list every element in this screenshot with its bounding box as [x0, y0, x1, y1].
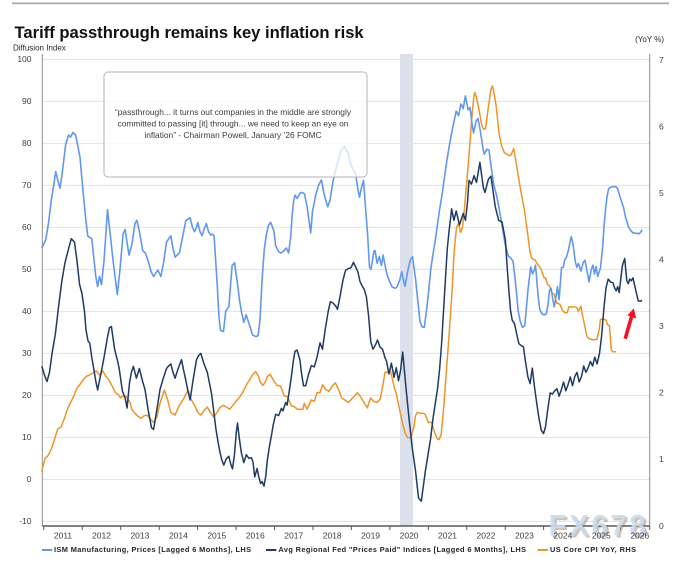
svg-text:50: 50: [22, 264, 32, 274]
svg-text:4: 4: [659, 254, 664, 264]
svg-text:“passthrough... it turns out c: “passthrough... it turns out companies i…: [115, 107, 352, 117]
svg-text:7: 7: [659, 55, 664, 65]
svg-text:Avg Regional Fed "Prices Paid": Avg Regional Fed "Prices Paid" Indices […: [278, 545, 526, 554]
svg-text:6: 6: [659, 121, 664, 131]
svg-text:40: 40: [22, 306, 32, 316]
svg-text:2018: 2018: [323, 531, 342, 541]
svg-text:80: 80: [22, 138, 32, 148]
svg-text:2025: 2025: [592, 531, 611, 541]
svg-text:FX678: FX678: [549, 510, 649, 543]
svg-text:2013: 2013: [130, 531, 149, 541]
svg-text:100: 100: [17, 54, 31, 64]
svg-text:5: 5: [659, 188, 664, 198]
svg-text:2011: 2011: [54, 531, 73, 541]
svg-text:committed to passing [it] thro: committed to passing [it] through... we …: [118, 119, 349, 129]
svg-text:inflation” - Chairman Powell,: inflation” - Chairman Powell, January ’2…: [144, 130, 321, 140]
svg-text:70: 70: [22, 180, 32, 190]
svg-text:ISM Manufacturing, Prices [Lag: ISM Manufacturing, Prices [Lagged 6 Mont…: [54, 545, 251, 554]
svg-text:2020: 2020: [400, 531, 419, 541]
svg-text:2023: 2023: [515, 531, 534, 541]
svg-text:2019: 2019: [361, 531, 380, 541]
svg-text:2014: 2014: [169, 531, 188, 541]
svg-text:3: 3: [659, 321, 664, 331]
svg-text:60: 60: [22, 222, 32, 232]
svg-text:FX678: FX678: [551, 512, 651, 545]
svg-text:Diffusion Index: Diffusion Index: [13, 44, 66, 53]
svg-text:2017: 2017: [284, 531, 303, 541]
svg-text:10: 10: [22, 432, 32, 442]
svg-text:0: 0: [659, 521, 664, 531]
svg-text:2016: 2016: [246, 531, 265, 541]
svg-text:30: 30: [22, 348, 32, 358]
svg-text:Tariff passthrough remains key: Tariff passthrough remains key inflation…: [15, 23, 365, 42]
svg-text:2022: 2022: [477, 531, 496, 541]
svg-text:(YoY %): (YoY %): [635, 35, 664, 44]
svg-text:20: 20: [22, 390, 32, 400]
svg-text:2021: 2021: [438, 531, 457, 541]
svg-text:2026: 2026: [630, 531, 649, 541]
svg-text:1: 1: [659, 454, 664, 464]
svg-text:2: 2: [659, 388, 664, 398]
svg-text:0: 0: [27, 474, 32, 484]
svg-text:US Core CPI YoY, RHS: US Core CPI YoY, RHS: [550, 545, 636, 554]
svg-text:2024: 2024: [553, 531, 572, 541]
svg-text:-10: -10: [19, 516, 32, 526]
svg-text:90: 90: [22, 96, 32, 106]
svg-text:2012: 2012: [92, 531, 111, 541]
svg-text:2015: 2015: [207, 531, 226, 541]
